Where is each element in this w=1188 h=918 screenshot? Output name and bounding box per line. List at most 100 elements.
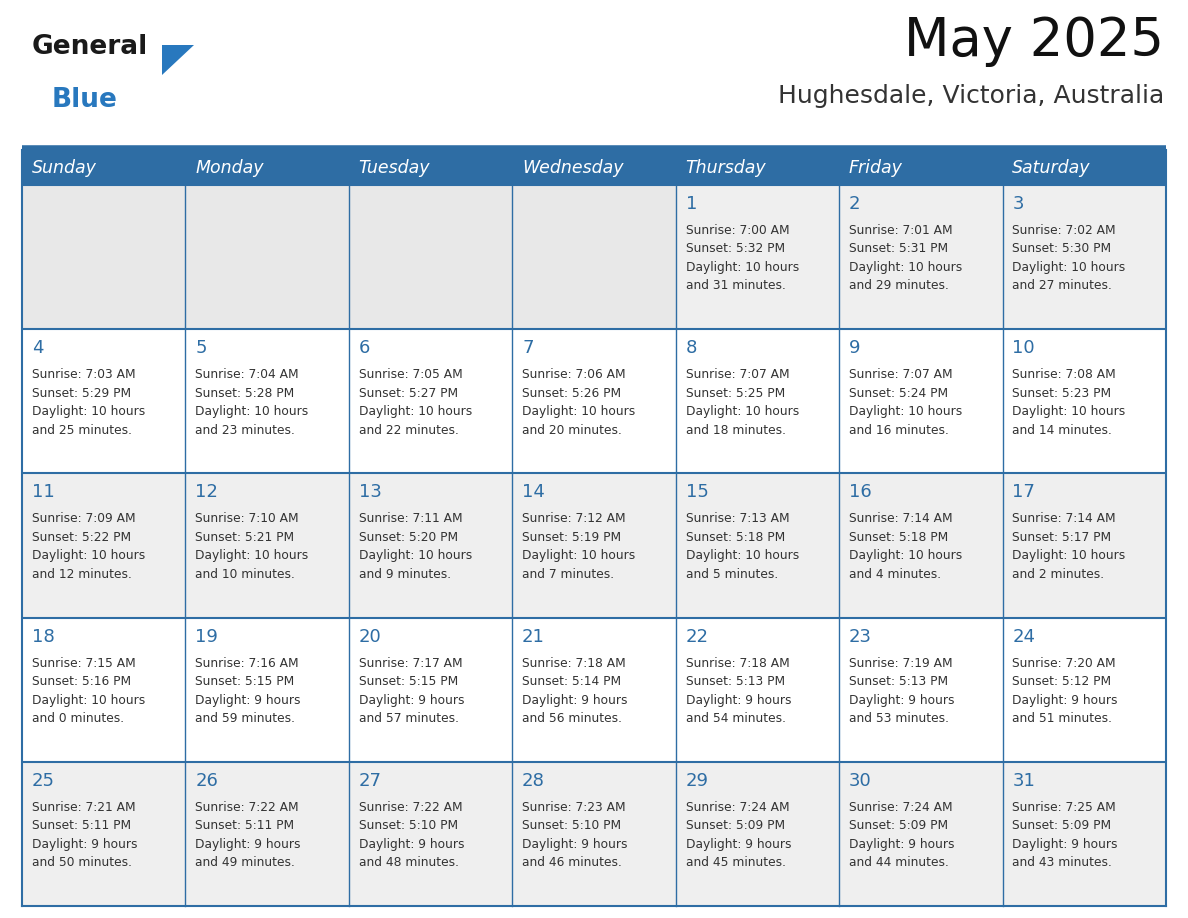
Text: Sunrise: 7:18 AM
Sunset: 5:14 PM
Daylight: 9 hours
and 56 minutes.: Sunrise: 7:18 AM Sunset: 5:14 PM Dayligh…: [522, 656, 627, 725]
FancyBboxPatch shape: [1003, 618, 1165, 762]
Text: 10: 10: [1012, 340, 1035, 357]
Text: Sunrise: 7:14 AM
Sunset: 5:18 PM
Daylight: 10 hours
and 4 minutes.: Sunrise: 7:14 AM Sunset: 5:18 PM Dayligh…: [849, 512, 962, 581]
Text: Sunrise: 7:09 AM
Sunset: 5:22 PM
Daylight: 10 hours
and 12 minutes.: Sunrise: 7:09 AM Sunset: 5:22 PM Dayligh…: [32, 512, 145, 581]
Text: Sunrise: 7:02 AM
Sunset: 5:30 PM
Daylight: 10 hours
and 27 minutes.: Sunrise: 7:02 AM Sunset: 5:30 PM Dayligh…: [1012, 224, 1125, 293]
FancyBboxPatch shape: [349, 330, 512, 474]
Text: Thursday: Thursday: [685, 159, 766, 176]
Text: 6: 6: [359, 340, 369, 357]
FancyBboxPatch shape: [676, 618, 839, 762]
FancyBboxPatch shape: [349, 474, 512, 618]
FancyBboxPatch shape: [839, 618, 1003, 762]
FancyBboxPatch shape: [676, 330, 839, 474]
FancyBboxPatch shape: [512, 474, 676, 618]
Text: 21: 21: [522, 628, 545, 645]
Text: Sunrise: 7:22 AM
Sunset: 5:11 PM
Daylight: 9 hours
and 49 minutes.: Sunrise: 7:22 AM Sunset: 5:11 PM Dayligh…: [195, 800, 301, 869]
Text: 31: 31: [1012, 772, 1035, 789]
FancyBboxPatch shape: [512, 330, 676, 474]
FancyBboxPatch shape: [676, 762, 839, 906]
FancyBboxPatch shape: [512, 762, 676, 906]
Text: Sunrise: 7:23 AM
Sunset: 5:10 PM
Daylight: 9 hours
and 46 minutes.: Sunrise: 7:23 AM Sunset: 5:10 PM Dayligh…: [522, 800, 627, 869]
FancyBboxPatch shape: [23, 150, 185, 185]
Text: Sunrise: 7:16 AM
Sunset: 5:15 PM
Daylight: 9 hours
and 59 minutes.: Sunrise: 7:16 AM Sunset: 5:15 PM Dayligh…: [195, 656, 301, 725]
Text: Sunrise: 7:22 AM
Sunset: 5:10 PM
Daylight: 9 hours
and 48 minutes.: Sunrise: 7:22 AM Sunset: 5:10 PM Dayligh…: [359, 800, 465, 869]
FancyBboxPatch shape: [1003, 330, 1165, 474]
Text: 17: 17: [1012, 484, 1035, 501]
Text: 5: 5: [195, 340, 207, 357]
FancyBboxPatch shape: [349, 185, 512, 330]
FancyBboxPatch shape: [23, 185, 185, 330]
Text: Sunrise: 7:05 AM
Sunset: 5:27 PM
Daylight: 10 hours
and 22 minutes.: Sunrise: 7:05 AM Sunset: 5:27 PM Dayligh…: [359, 368, 472, 437]
FancyBboxPatch shape: [185, 762, 349, 906]
Text: 20: 20: [359, 628, 381, 645]
FancyBboxPatch shape: [23, 474, 185, 618]
FancyBboxPatch shape: [839, 150, 1003, 185]
FancyBboxPatch shape: [349, 150, 512, 185]
FancyBboxPatch shape: [512, 185, 676, 330]
Text: 30: 30: [849, 772, 872, 789]
Text: Friday: Friday: [849, 159, 903, 176]
Text: Sunrise: 7:15 AM
Sunset: 5:16 PM
Daylight: 10 hours
and 0 minutes.: Sunrise: 7:15 AM Sunset: 5:16 PM Dayligh…: [32, 656, 145, 725]
Text: 11: 11: [32, 484, 55, 501]
Text: 23: 23: [849, 628, 872, 645]
Text: 8: 8: [685, 340, 697, 357]
Text: May 2025: May 2025: [904, 15, 1164, 67]
FancyBboxPatch shape: [185, 185, 349, 330]
FancyBboxPatch shape: [676, 185, 839, 330]
Text: 4: 4: [32, 340, 43, 357]
Text: Sunrise: 7:17 AM
Sunset: 5:15 PM
Daylight: 9 hours
and 57 minutes.: Sunrise: 7:17 AM Sunset: 5:15 PM Dayligh…: [359, 656, 465, 725]
FancyBboxPatch shape: [185, 618, 349, 762]
FancyBboxPatch shape: [839, 185, 1003, 330]
Text: Sunrise: 7:08 AM
Sunset: 5:23 PM
Daylight: 10 hours
and 14 minutes.: Sunrise: 7:08 AM Sunset: 5:23 PM Dayligh…: [1012, 368, 1125, 437]
FancyBboxPatch shape: [512, 618, 676, 762]
Text: 1: 1: [685, 196, 697, 213]
Text: Sunrise: 7:24 AM
Sunset: 5:09 PM
Daylight: 9 hours
and 44 minutes.: Sunrise: 7:24 AM Sunset: 5:09 PM Dayligh…: [849, 800, 954, 869]
Text: 2: 2: [849, 196, 860, 213]
FancyBboxPatch shape: [1003, 185, 1165, 330]
Text: Sunrise: 7:20 AM
Sunset: 5:12 PM
Daylight: 9 hours
and 51 minutes.: Sunrise: 7:20 AM Sunset: 5:12 PM Dayligh…: [1012, 656, 1118, 725]
Text: 19: 19: [195, 628, 219, 645]
FancyBboxPatch shape: [185, 330, 349, 474]
Text: 12: 12: [195, 484, 219, 501]
FancyBboxPatch shape: [23, 618, 185, 762]
Text: 9: 9: [849, 340, 860, 357]
Text: General: General: [32, 34, 147, 60]
Text: 24: 24: [1012, 628, 1036, 645]
FancyBboxPatch shape: [23, 762, 185, 906]
FancyBboxPatch shape: [1003, 150, 1165, 185]
Text: 29: 29: [685, 772, 708, 789]
Text: Sunrise: 7:00 AM
Sunset: 5:32 PM
Daylight: 10 hours
and 31 minutes.: Sunrise: 7:00 AM Sunset: 5:32 PM Dayligh…: [685, 224, 798, 293]
Text: Sunrise: 7:11 AM
Sunset: 5:20 PM
Daylight: 10 hours
and 9 minutes.: Sunrise: 7:11 AM Sunset: 5:20 PM Dayligh…: [359, 512, 472, 581]
FancyBboxPatch shape: [185, 474, 349, 618]
Text: 27: 27: [359, 772, 381, 789]
FancyBboxPatch shape: [1003, 762, 1165, 906]
Text: Sunrise: 7:13 AM
Sunset: 5:18 PM
Daylight: 10 hours
and 5 minutes.: Sunrise: 7:13 AM Sunset: 5:18 PM Dayligh…: [685, 512, 798, 581]
FancyBboxPatch shape: [839, 474, 1003, 618]
FancyBboxPatch shape: [676, 474, 839, 618]
Text: Sunrise: 7:12 AM
Sunset: 5:19 PM
Daylight: 10 hours
and 7 minutes.: Sunrise: 7:12 AM Sunset: 5:19 PM Dayligh…: [522, 512, 636, 581]
Text: Sunday: Sunday: [32, 159, 96, 176]
Text: Tuesday: Tuesday: [359, 159, 430, 176]
Text: Sunrise: 7:01 AM
Sunset: 5:31 PM
Daylight: 10 hours
and 29 minutes.: Sunrise: 7:01 AM Sunset: 5:31 PM Dayligh…: [849, 224, 962, 293]
Text: Sunrise: 7:14 AM
Sunset: 5:17 PM
Daylight: 10 hours
and 2 minutes.: Sunrise: 7:14 AM Sunset: 5:17 PM Dayligh…: [1012, 512, 1125, 581]
Text: Sunrise: 7:06 AM
Sunset: 5:26 PM
Daylight: 10 hours
and 20 minutes.: Sunrise: 7:06 AM Sunset: 5:26 PM Dayligh…: [522, 368, 636, 437]
Text: Saturday: Saturday: [1012, 159, 1091, 176]
Text: 22: 22: [685, 628, 708, 645]
Text: 13: 13: [359, 484, 381, 501]
Text: Sunrise: 7:18 AM
Sunset: 5:13 PM
Daylight: 9 hours
and 54 minutes.: Sunrise: 7:18 AM Sunset: 5:13 PM Dayligh…: [685, 656, 791, 725]
Text: Monday: Monday: [195, 159, 264, 176]
Text: 18: 18: [32, 628, 55, 645]
Text: Sunrise: 7:21 AM
Sunset: 5:11 PM
Daylight: 9 hours
and 50 minutes.: Sunrise: 7:21 AM Sunset: 5:11 PM Dayligh…: [32, 800, 138, 869]
Text: 14: 14: [522, 484, 545, 501]
Text: Wednesday: Wednesday: [522, 159, 624, 176]
Text: Sunrise: 7:07 AM
Sunset: 5:25 PM
Daylight: 10 hours
and 18 minutes.: Sunrise: 7:07 AM Sunset: 5:25 PM Dayligh…: [685, 368, 798, 437]
Text: Sunrise: 7:04 AM
Sunset: 5:28 PM
Daylight: 10 hours
and 23 minutes.: Sunrise: 7:04 AM Sunset: 5:28 PM Dayligh…: [195, 368, 309, 437]
Text: Sunrise: 7:10 AM
Sunset: 5:21 PM
Daylight: 10 hours
and 10 minutes.: Sunrise: 7:10 AM Sunset: 5:21 PM Dayligh…: [195, 512, 309, 581]
FancyBboxPatch shape: [185, 150, 349, 185]
Polygon shape: [163, 45, 195, 75]
Text: Sunrise: 7:24 AM
Sunset: 5:09 PM
Daylight: 9 hours
and 45 minutes.: Sunrise: 7:24 AM Sunset: 5:09 PM Dayligh…: [685, 800, 791, 869]
Text: Blue: Blue: [52, 87, 118, 113]
FancyBboxPatch shape: [839, 762, 1003, 906]
FancyBboxPatch shape: [349, 618, 512, 762]
Text: Sunrise: 7:03 AM
Sunset: 5:29 PM
Daylight: 10 hours
and 25 minutes.: Sunrise: 7:03 AM Sunset: 5:29 PM Dayligh…: [32, 368, 145, 437]
Text: 28: 28: [522, 772, 545, 789]
